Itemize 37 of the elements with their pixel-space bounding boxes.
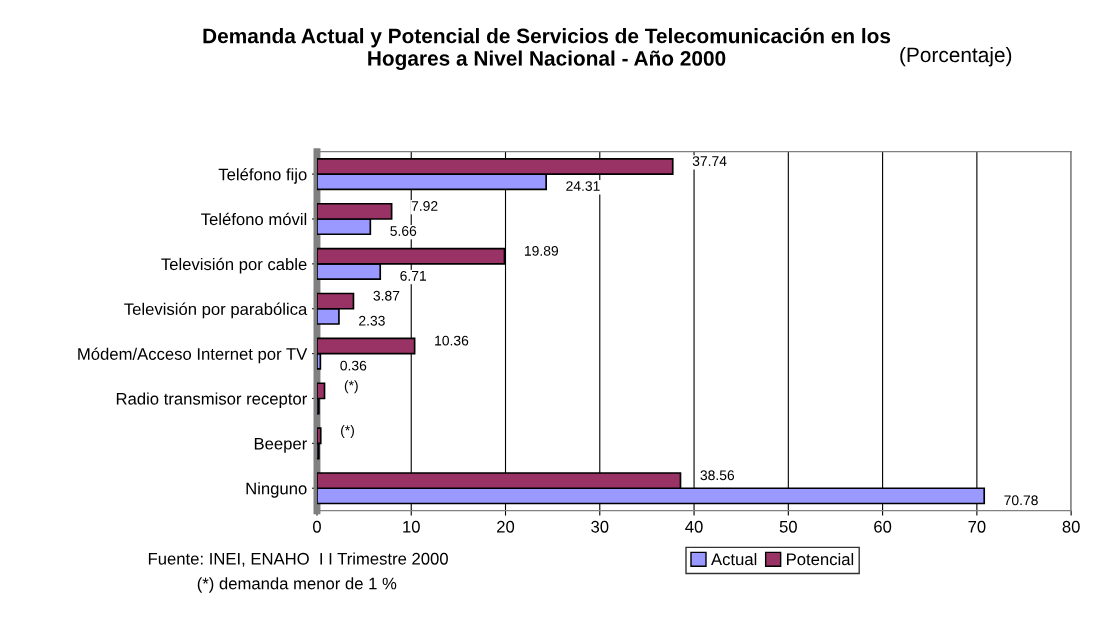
y-tick-label: Televisión por cable bbox=[161, 257, 307, 274]
data-label: 10.36 bbox=[435, 335, 469, 346]
data-label: 6.71 bbox=[400, 270, 427, 281]
x-tick-label: 60 bbox=[874, 520, 892, 533]
x-tick-label: 10 bbox=[403, 520, 420, 533]
chart-title: Demanda Actual y Potencial de Servicios de Telecomunicación en los Hogares a Nivel Nacional - Año 2000 bbox=[203, 27, 891, 70]
data-label: 2.33 bbox=[359, 315, 385, 326]
x-tick-label: 80 bbox=[1062, 520, 1080, 533]
source-note: Fuente: INEI, ENAHO I I Trimestre 2000 bbox=[148, 552, 448, 567]
data-label: (*) bbox=[341, 425, 354, 439]
y-tick-label: Módem/Acceso Internet por TV bbox=[78, 347, 308, 364]
y-tick-label: Teléfono fijo bbox=[218, 167, 307, 184]
legend-label: Actual bbox=[711, 552, 757, 566]
data-label: 7.92 bbox=[411, 201, 438, 211]
data-label: 3.87 bbox=[373, 290, 400, 301]
x-tick-label: 70 bbox=[968, 520, 986, 533]
data-label: 38.56 bbox=[700, 470, 735, 481]
y-tick-label: Teléfono móvil bbox=[201, 212, 307, 226]
y-tick-label: Radio transmisor receptor bbox=[116, 392, 307, 408]
legend-label: Potencial bbox=[787, 552, 854, 566]
data-label: 70.78 bbox=[1004, 495, 1038, 506]
y-tick-label: Televisión por parabólica bbox=[124, 302, 308, 319]
data-label: 0.36 bbox=[340, 360, 367, 371]
x-tick-label: 30 bbox=[591, 520, 609, 533]
text: (*) demanda menor de 1 % bbox=[197, 577, 397, 593]
data-label: 37.74 bbox=[692, 156, 727, 167]
data-label: 24.31 bbox=[566, 181, 600, 192]
data-label: 19.89 bbox=[524, 245, 559, 256]
x-tick-label: 40 bbox=[685, 520, 703, 533]
data-label: 5.66 bbox=[390, 226, 417, 236]
x-tick-label: 50 bbox=[779, 520, 797, 533]
chart-subtitle: (Porcentaje) bbox=[900, 46, 1012, 67]
x-tick-label: 20 bbox=[497, 520, 515, 533]
x-tick-label: 0 bbox=[312, 520, 321, 533]
y-tick-label: Beeper bbox=[254, 437, 307, 453]
data-label: (*) bbox=[344, 380, 358, 394]
y-tick-label: Ninguno bbox=[246, 482, 307, 498]
